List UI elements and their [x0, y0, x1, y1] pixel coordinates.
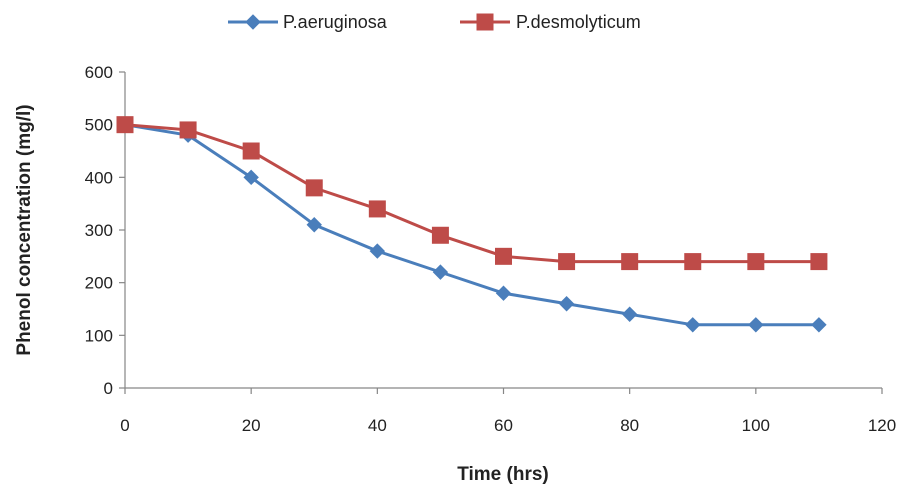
data-point-square [242, 142, 260, 160]
x-tick-label: 20 [242, 416, 261, 435]
data-point-square [305, 179, 323, 197]
data-point-diamond [685, 317, 701, 333]
y-tick-label: 600 [85, 63, 113, 82]
data-point-diamond [811, 317, 827, 333]
legend: P.aeruginosa P.desmolyticum [228, 12, 641, 32]
legend-label: P.desmolyticum [516, 12, 641, 32]
data-point-diamond [243, 169, 259, 186]
legend-item-2: P.desmolyticum [460, 12, 641, 32]
y-tick-label: 300 [85, 221, 113, 240]
data-point-diamond [621, 306, 638, 322]
x-tick-label: 0 [120, 416, 129, 435]
data-point-square [179, 121, 197, 139]
data-point-square [476, 13, 494, 31]
y-tick-label: 400 [85, 168, 113, 187]
x-tick-label: 40 [368, 416, 387, 435]
data-point-square [747, 253, 765, 271]
data-point-square [368, 200, 386, 218]
data-point-square [558, 253, 576, 271]
x-tick-label: 60 [494, 416, 513, 435]
series-1 [117, 116, 827, 333]
series-line [124, 123, 819, 264]
data-point-square [684, 253, 702, 271]
data-point-diamond [495, 285, 512, 301]
y-tick-label: 500 [85, 116, 113, 135]
data-point-square [431, 226, 449, 244]
series-line [124, 123, 819, 327]
data-point-diamond [306, 217, 322, 233]
data-point-diamond [245, 14, 261, 30]
y-tick-label: 100 [85, 326, 113, 345]
legend-label: P.aeruginosa [283, 12, 388, 32]
x-tick-label: 80 [620, 416, 639, 435]
x-tick-label: 100 [742, 416, 770, 435]
series-2 [116, 116, 828, 271]
axes: 0 100 200 300 400 500 600 0 20 40 60 80 100 120 [85, 63, 897, 435]
x-tick-label: 120 [868, 416, 896, 435]
y-tick-label: 200 [85, 274, 113, 293]
series-layer [116, 116, 828, 333]
data-point-diamond [369, 243, 386, 259]
y-axis-title: Phenol concentration (mg/l) [14, 104, 35, 355]
data-point-diamond [432, 264, 449, 280]
x-axis-title: Time (hrs) [457, 464, 549, 485]
data-point-square [495, 247, 512, 265]
y-tick-label: 0 [104, 379, 113, 398]
data-point-diamond [748, 317, 764, 333]
data-point-square [116, 116, 134, 134]
data-point-diamond [558, 296, 575, 312]
data-point-square [810, 253, 828, 271]
data-point-square [621, 253, 639, 271]
legend-item-1: P.aeruginosa [228, 12, 388, 32]
